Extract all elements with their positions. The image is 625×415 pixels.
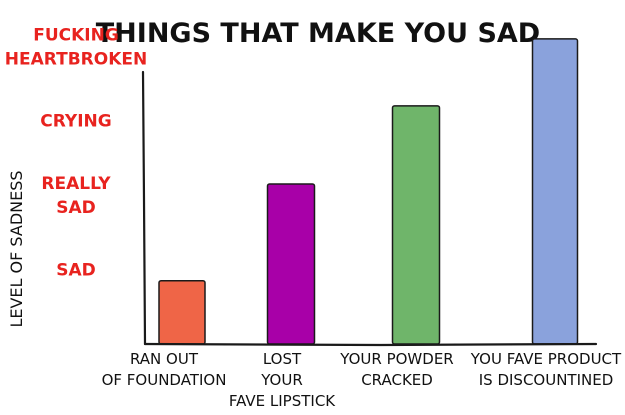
y-level-label-really-sad: SAD (56, 198, 96, 218)
category-label-1: OF FOUNDATION (102, 371, 227, 389)
bar-4 (531, 38, 579, 345)
category-label-4: YOU FAVE PRODUCT (470, 350, 622, 368)
category-label-2: YOUR (260, 371, 303, 389)
y-level-label-crying: CRYING (40, 112, 111, 132)
category-label-3: CRACKED (361, 371, 433, 389)
bars (158, 38, 579, 345)
y-axis-line (141, 70, 147, 346)
y-level-label-heartbroken: FUCKING (33, 25, 119, 45)
y-level-label-heartbroken: HEARTBROKEN (5, 49, 147, 69)
category-label-1: RAN OUT (130, 350, 199, 368)
y-axis-label: LEVEL OF SADNESS (7, 170, 26, 327)
bar-1 (158, 279, 206, 345)
category-label-4: IS DISCOUNTINED (479, 371, 614, 389)
bar-2 (266, 183, 316, 345)
y-level-label-really-sad: REALLY (41, 174, 111, 194)
y-level-label-sad: SAD (56, 261, 96, 281)
chart-title: THINGS THAT MAKE YOU SAD (96, 18, 540, 49)
category-label-2: LOST (263, 350, 302, 368)
x-axis-line (143, 342, 598, 347)
category-label-3: YOUR POWDER (339, 350, 453, 368)
category-labels: RAN OUT OF FOUNDATION LOST YOUR FAVE LIPSTIC… (102, 350, 622, 410)
y-level-labels: SAD REALLY SAD CRYING FUCKING HEARTBROKEN (5, 25, 147, 280)
category-label-2: FAVE LIPSTICK (229, 392, 336, 410)
bar-3 (391, 105, 441, 345)
